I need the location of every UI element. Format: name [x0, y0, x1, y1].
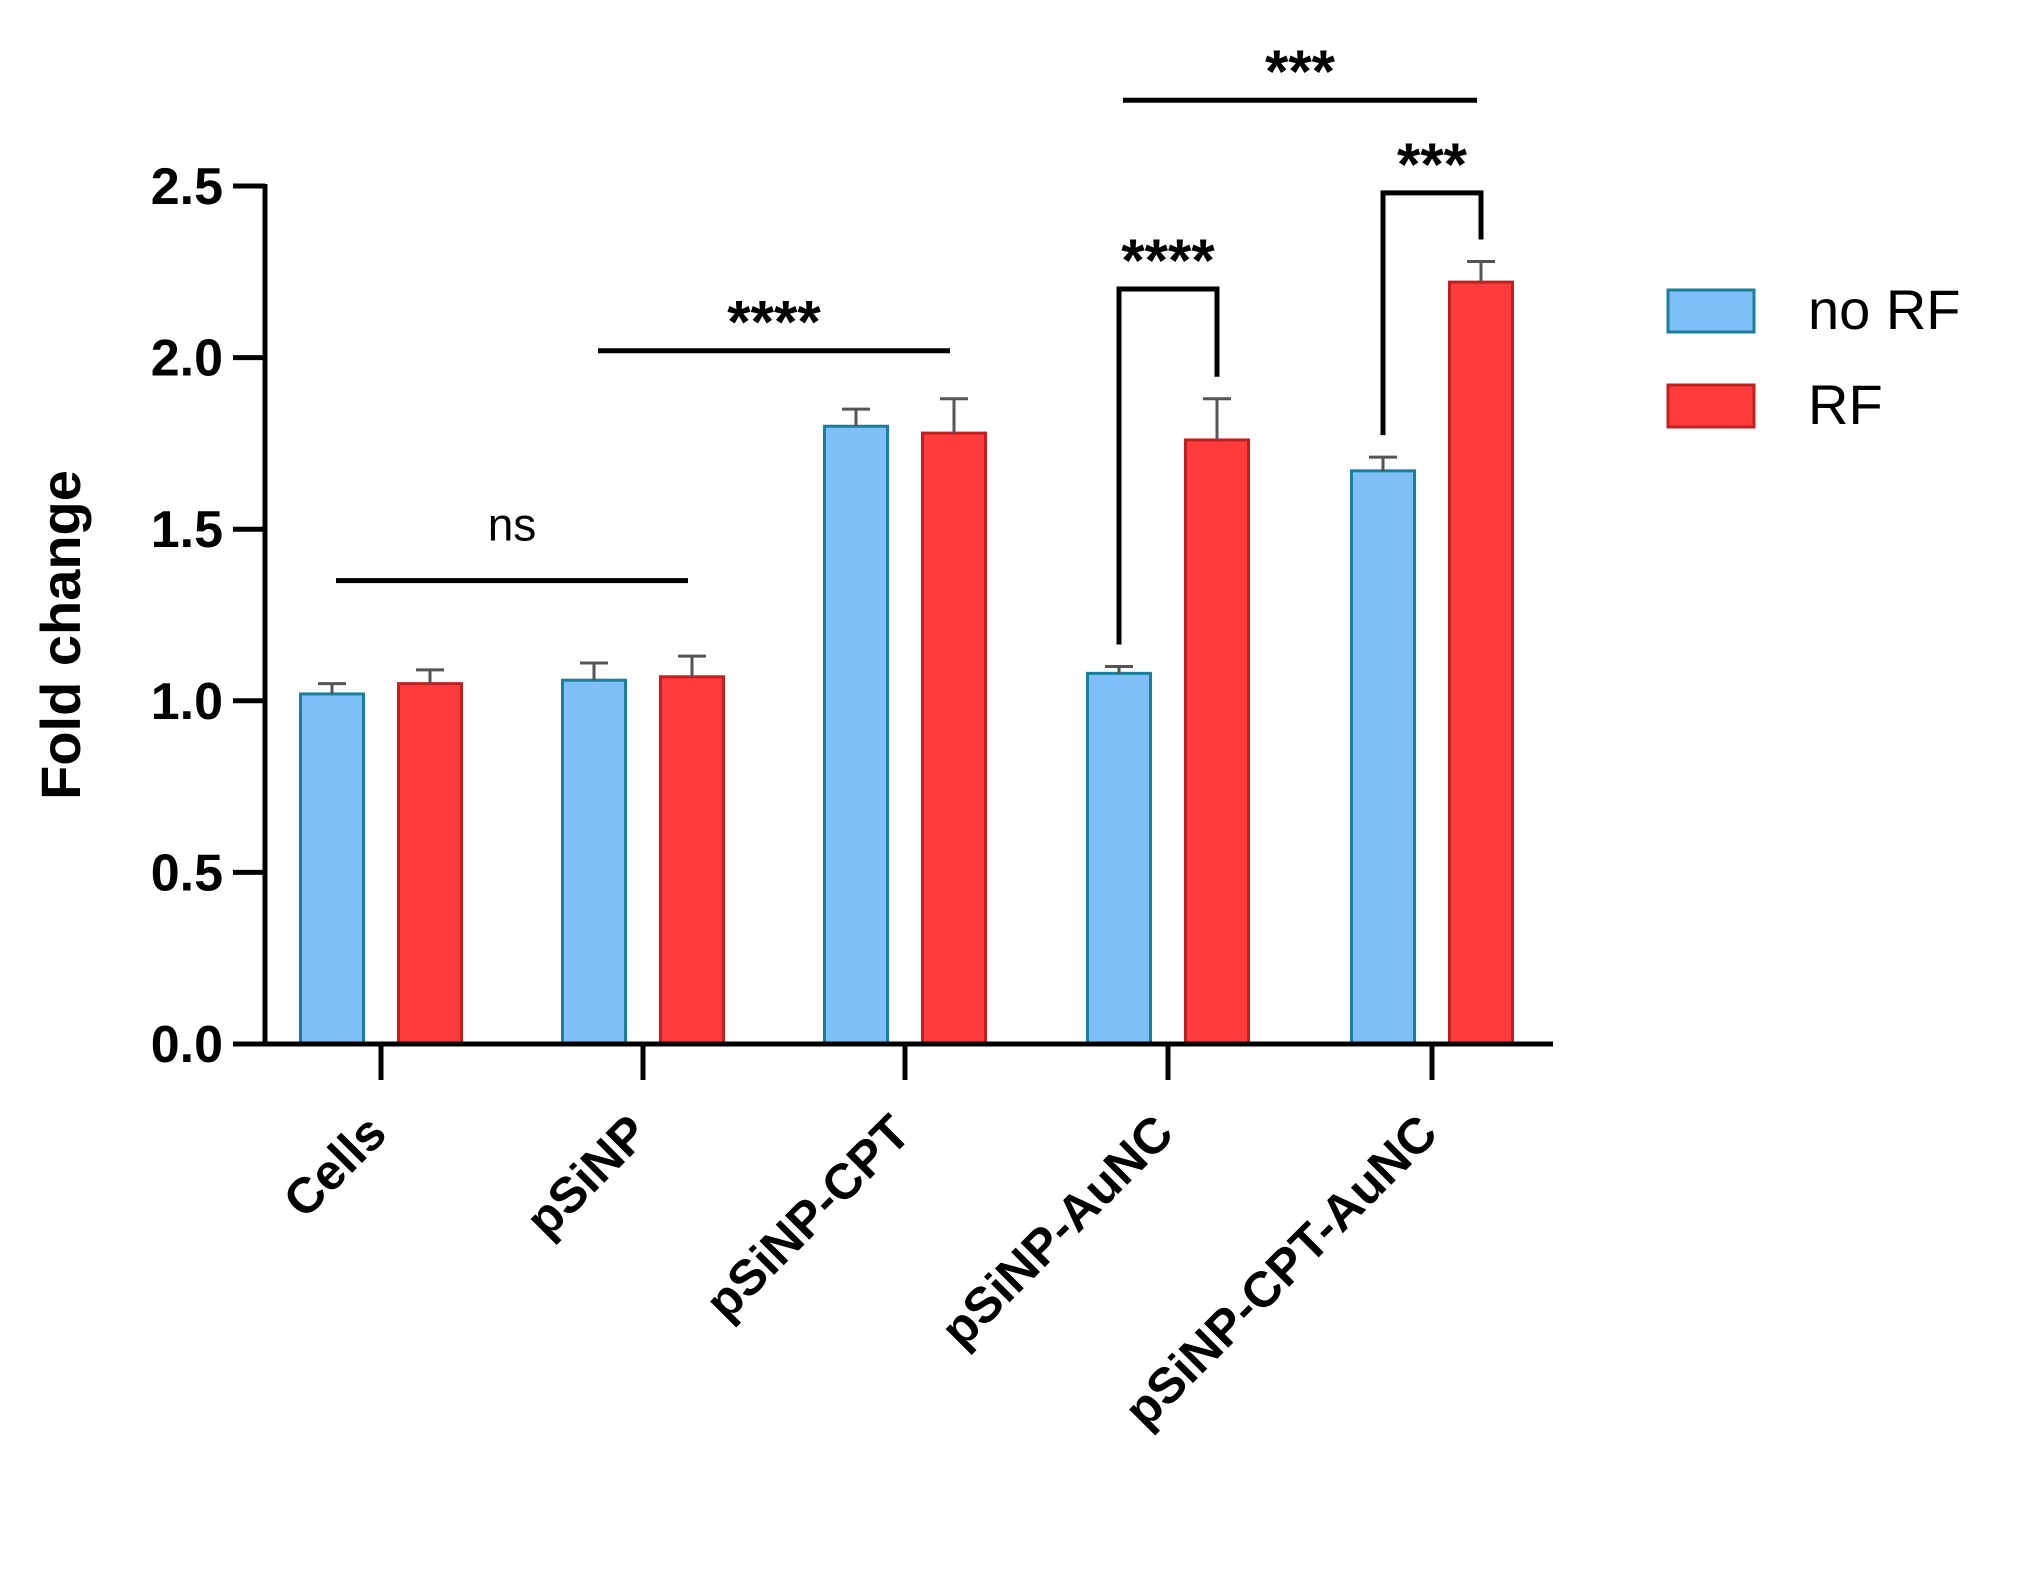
legend-item-no-rf: no RF: [1666, 278, 1961, 341]
legend: no RF RF: [1666, 278, 1961, 436]
bar-no-rf-1: [299, 692, 365, 1046]
legend-swatch: [1666, 288, 1756, 334]
bar-no-rf-5: [1350, 469, 1416, 1046]
y-tick-label: 1.0: [151, 673, 223, 731]
error-bars: [318, 260, 1495, 694]
significance-label: ns: [488, 499, 537, 551]
x-tick-label: pSiNP-CPT: [695, 1104, 921, 1330]
significance-label: ***: [1397, 131, 1468, 198]
legend-label: no RF: [1808, 278, 1961, 341]
bar-rf-1: [397, 682, 463, 1046]
significance-annotations: ns**************: [336, 38, 1484, 645]
bar-no-rf-2: [561, 678, 627, 1046]
legend-swatch: [1666, 383, 1756, 429]
y-tick-label: 0.0: [151, 1016, 223, 1074]
significance-4: ***: [1380, 131, 1484, 436]
significance-3: ****: [1116, 227, 1220, 645]
significance-label: ****: [727, 289, 821, 356]
x-tick-label: pSiNP-AuNC: [930, 1104, 1184, 1358]
bars: [299, 280, 1514, 1046]
bar-no-rf-3: [823, 424, 889, 1046]
significance-bracket: [1380, 190, 1484, 436]
significance-label: ****: [1121, 227, 1215, 294]
legend-item-rf: RF: [1666, 373, 1883, 436]
significance-2: ****: [598, 289, 950, 356]
x-tick-label: pSiNP: [515, 1104, 659, 1248]
bar-rf-4: [1184, 438, 1250, 1046]
bar-rf-2: [659, 675, 725, 1046]
y-tick-label: 2.0: [151, 330, 223, 388]
significance-5: ***: [1123, 38, 1477, 105]
significance-bracket: [1116, 286, 1220, 645]
legend-label: RF: [1808, 373, 1883, 436]
bar-rf-5: [1448, 280, 1514, 1046]
bar-no-rf-4: [1086, 671, 1152, 1046]
y-axis-title: Fold change: [29, 470, 92, 800]
y-tick-label: 0.5: [151, 844, 223, 902]
x-tick-label: Cells: [273, 1104, 397, 1228]
significance-label: ***: [1265, 38, 1336, 105]
bar-rf-3: [921, 431, 987, 1046]
y-tick-label: 1.5: [151, 501, 223, 559]
significance-1: ns: [336, 499, 688, 584]
y-tick-label: 2.5: [151, 158, 223, 216]
